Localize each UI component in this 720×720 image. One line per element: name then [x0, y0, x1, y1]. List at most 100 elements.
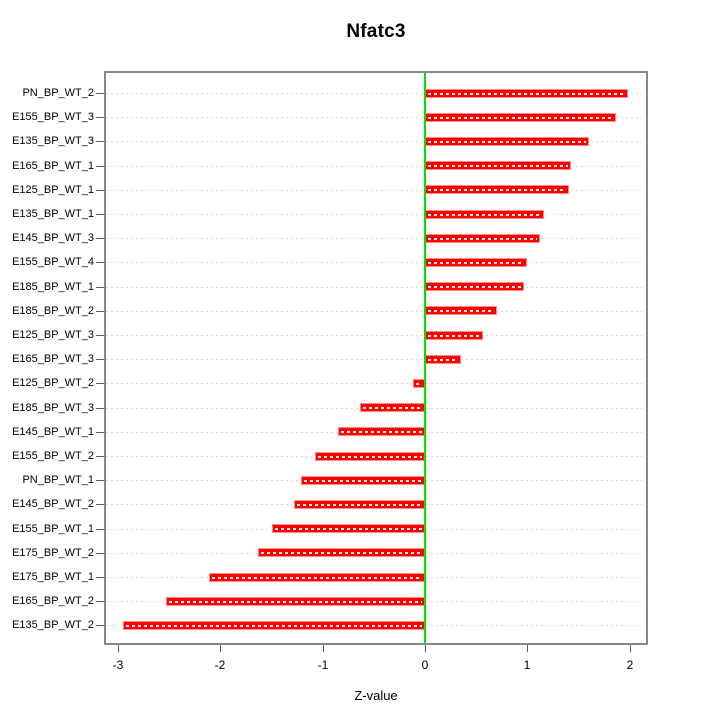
- bar: [338, 427, 425, 436]
- bar-stripe-overlay: [428, 285, 521, 288]
- x-tick: [527, 645, 528, 652]
- bar: [258, 548, 425, 557]
- bar: [315, 452, 425, 461]
- y-axis-label: E185_BP_WT_3: [12, 402, 94, 414]
- x-tick: [425, 645, 426, 652]
- y-tick: [96, 553, 104, 554]
- bar-stripe-overlay: [428, 334, 480, 337]
- grid-line: [106, 262, 646, 263]
- y-axis-label: E125_BP_WT_2: [12, 377, 94, 389]
- y-tick: [96, 93, 104, 94]
- y-tick: [96, 166, 104, 167]
- bar-stripe-overlay: [428, 237, 537, 240]
- y-tick: [96, 601, 104, 602]
- y-axis-label: E125_BP_WT_1: [12, 184, 94, 196]
- y-tick: [96, 432, 104, 433]
- bar-stripe-overlay: [428, 358, 458, 361]
- x-tick-label: -3: [112, 658, 124, 672]
- bar-stripe-overlay: [275, 527, 422, 530]
- y-tick: [96, 117, 104, 118]
- y-axis-label: E185_BP_WT_1: [12, 281, 94, 293]
- x-tick: [630, 645, 631, 652]
- bar-stripe-overlay: [341, 430, 422, 433]
- bar-stripe-overlay: [428, 261, 524, 264]
- grid-line: [106, 383, 646, 384]
- bar: [166, 597, 425, 606]
- y-tick: [96, 190, 104, 191]
- bar: [301, 476, 425, 485]
- y-axis-label: E135_BP_WT_3: [12, 135, 94, 147]
- y-axis-label: PN_BP_WT_1: [22, 474, 94, 486]
- grid-line: [106, 141, 646, 142]
- y-axis-label: E185_BP_WT_2: [12, 305, 94, 317]
- plot-area: [104, 71, 648, 645]
- bar-stripe-overlay: [304, 479, 422, 482]
- y-tick: [96, 383, 104, 384]
- y-tick: [96, 311, 104, 312]
- bar: [425, 113, 616, 122]
- grid-line: [106, 287, 646, 288]
- y-axis-label: E175_BP_WT_1: [12, 571, 94, 583]
- bar-stripe-overlay: [416, 382, 422, 385]
- x-tick-label: 1: [523, 658, 531, 672]
- y-tick: [96, 480, 104, 481]
- x-tick-label: -2: [214, 658, 226, 672]
- bar-stripe-overlay: [428, 116, 613, 119]
- y-axis-label: E155_BP_WT_1: [12, 523, 94, 535]
- y-tick: [96, 504, 104, 505]
- bar: [425, 234, 540, 243]
- bar-stripe-overlay: [297, 503, 422, 506]
- bar: [425, 282, 524, 291]
- bar: [425, 355, 461, 364]
- grid-line: [106, 238, 646, 239]
- bar-stripe-overlay: [428, 309, 494, 312]
- y-axis-label: PN_BP_WT_2: [22, 87, 94, 99]
- bar: [425, 185, 569, 194]
- y-tick: [96, 141, 104, 142]
- bar-stripe-overlay: [428, 188, 566, 191]
- bar-stripe-overlay: [428, 92, 625, 95]
- y-axis-label: E145_BP_WT_1: [12, 426, 94, 438]
- bar-stripe-overlay: [169, 600, 422, 603]
- y-tick: [96, 238, 104, 239]
- y-axis-label: E155_BP_WT_2: [12, 450, 94, 462]
- y-axis-label: E135_BP_WT_2: [12, 619, 94, 631]
- y-tick: [96, 577, 104, 578]
- bar-stripe-overlay: [212, 576, 422, 579]
- y-tick: [96, 287, 104, 288]
- y-tick: [96, 408, 104, 409]
- bar: [425, 161, 571, 170]
- y-tick: [96, 529, 104, 530]
- bar: [425, 89, 628, 98]
- bar: [272, 524, 425, 533]
- y-axis-label: E145_BP_WT_2: [12, 498, 94, 510]
- y-axis-label: E145_BP_WT_3: [12, 232, 94, 244]
- y-tick: [96, 456, 104, 457]
- grid-line: [106, 359, 646, 360]
- zero-line: [424, 73, 426, 643]
- bar: [425, 258, 527, 267]
- grid-line: [106, 117, 646, 118]
- y-tick: [96, 625, 104, 626]
- chart-title: Nfatc3: [346, 21, 406, 42]
- bar: [360, 403, 425, 412]
- grid-line: [106, 190, 646, 191]
- grid-line: [106, 335, 646, 336]
- x-tick-label: 0: [421, 658, 429, 672]
- bar-stripe-overlay: [126, 624, 422, 627]
- y-axis-label: E125_BP_WT_3: [12, 329, 94, 341]
- bar: [209, 573, 425, 582]
- y-axis-label: E135_BP_WT_1: [12, 208, 94, 220]
- bar: [294, 500, 425, 509]
- bar: [123, 621, 425, 630]
- y-axis-label: E165_BP_WT_3: [12, 353, 94, 365]
- x-tick: [323, 645, 324, 652]
- bar-stripe-overlay: [428, 213, 541, 216]
- bar-stripe-overlay: [261, 551, 422, 554]
- y-axis-label: E165_BP_WT_2: [12, 595, 94, 607]
- y-tick: [96, 359, 104, 360]
- x-axis-title: Z-value: [354, 688, 398, 703]
- grid-line: [106, 311, 646, 312]
- y-axis-label: E155_BP_WT_4: [12, 256, 94, 268]
